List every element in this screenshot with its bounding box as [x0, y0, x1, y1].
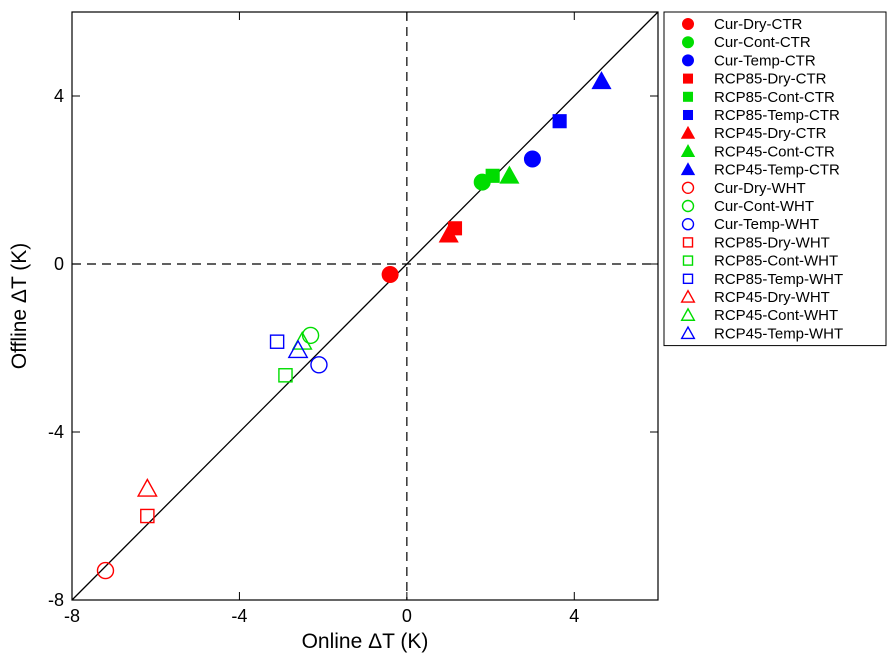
legend-marker	[682, 109, 694, 121]
y-tick-label: -8	[48, 590, 64, 610]
legend-label: RCP45-Dry-WHT	[714, 289, 830, 306]
legend-label: RCP45-Temp-WHT	[714, 325, 843, 342]
legend-label: Cur-Dry-WHT	[714, 180, 806, 197]
legend-marker	[681, 199, 695, 213]
point-rcp85-temp-wht	[269, 334, 285, 349]
legend-marker	[680, 125, 696, 139]
point-rcp45-dry-wht	[136, 478, 158, 497]
y-axis-label: Offline ΔT (K)	[8, 243, 31, 369]
point-rcp85-cont-ctr	[485, 168, 500, 183]
legend-marker	[680, 289, 696, 303]
legend-label: Cur-Dry-CTR	[714, 16, 802, 33]
one-to-one-line	[71, 11, 659, 601]
legend-label: RCP45-Temp-CTR	[714, 162, 840, 179]
point-cur-cont-wht	[301, 326, 320, 345]
point-cur-dry-wht	[96, 561, 115, 580]
legend-marker	[682, 255, 694, 266]
x-tick-label: -4	[231, 606, 247, 626]
legend-marker	[682, 36, 694, 49]
legend-marker	[682, 91, 694, 102]
legend-label: Cur-Temp-WHT	[714, 216, 819, 233]
x-tick-label: -8	[64, 606, 80, 626]
point-rcp45-temp-wht	[287, 339, 309, 359]
y-tick-label: -4	[48, 422, 64, 442]
y-tick-label: 0	[54, 254, 64, 274]
legend-box	[663, 11, 887, 347]
point-rcp45-dry-ctr	[438, 224, 459, 243]
legend-marker	[680, 325, 696, 340]
legend-marker	[682, 273, 694, 285]
y-tick-label: 4	[54, 86, 64, 106]
point-cur-temp-ctr	[523, 150, 541, 168]
legend-label: RCP85-Dry-WHT	[714, 234, 830, 251]
plot-frame	[71, 11, 659, 601]
legend-marker	[681, 181, 695, 195]
legend-label: Cur-Cont-CTR	[714, 34, 811, 51]
legend-marker	[682, 73, 694, 84]
x-tick-label: 4	[569, 606, 579, 626]
legend-label: RCP85-Temp-WHT	[714, 271, 843, 288]
point-cur-dry-ctr	[381, 266, 399, 283]
legend-label: Cur-Cont-WHT	[714, 198, 814, 215]
point-rcp85-temp-ctr	[552, 114, 567, 129]
legend-label: Cur-Temp-CTR	[714, 52, 816, 69]
legend-label: RCP45-Cont-WHT	[714, 307, 838, 324]
legend-marker	[682, 54, 694, 67]
legend-label: RCP85-Dry-CTR	[714, 71, 827, 88]
point-rcp45-temp-ctr	[591, 71, 612, 90]
axis-ticks: -8 -4 0 4 -8 -4 0 4	[48, 12, 658, 626]
legend-label: RCP85-Temp-CTR	[714, 107, 840, 124]
legend-marker	[680, 162, 696, 176]
x-axis-label: Online ΔT (K)	[302, 630, 429, 653]
legend-label: RCP85-Cont-WHT	[714, 253, 838, 270]
legend-marker	[680, 307, 696, 321]
point-rcp85-cont-wht	[278, 368, 293, 383]
x-tick-label: 0	[402, 606, 412, 626]
point-rcp45-cont-ctr	[499, 165, 520, 184]
legend-marker	[680, 144, 696, 157]
point-rcp85-dry-wht	[140, 508, 155, 524]
data-points	[96, 71, 612, 580]
legend-label: RCP45-Cont-CTR	[714, 143, 835, 160]
point-cur-temp-wht	[310, 356, 328, 374]
legend-marker	[682, 18, 694, 30]
legend-label: RCP45-Dry-CTR	[714, 125, 827, 142]
legend-marker	[682, 237, 694, 248]
reference-lines	[71, 11, 659, 601]
legend-marker	[681, 217, 695, 231]
legend-label: RCP85-Cont-CTR	[714, 89, 835, 106]
